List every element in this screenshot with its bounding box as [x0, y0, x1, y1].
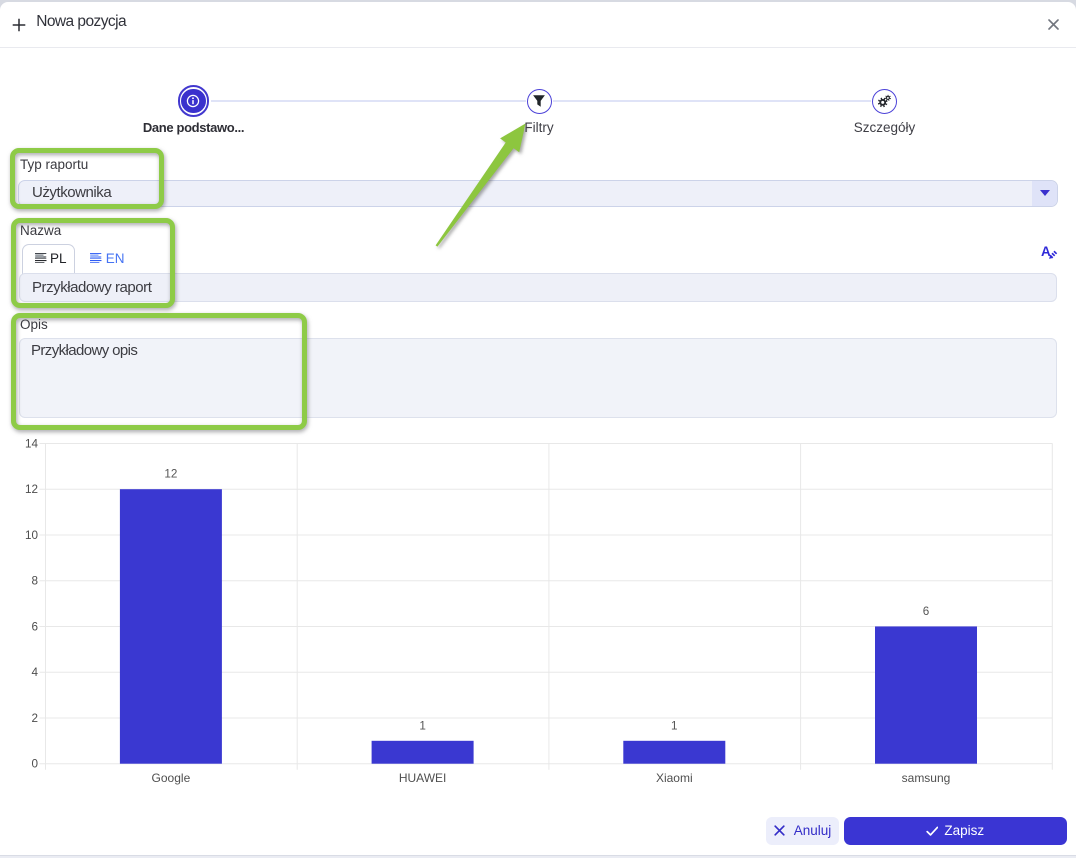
svg-text:1: 1: [671, 719, 678, 732]
svg-text:14: 14: [25, 438, 39, 451]
svg-text:Google: Google: [152, 771, 191, 785]
svg-text:Xiaomi: Xiaomi: [656, 771, 693, 785]
svg-text:12: 12: [25, 483, 38, 496]
svg-text:0: 0: [31, 758, 38, 771]
svg-text:6: 6: [923, 605, 930, 618]
svg-text:1: 1: [419, 719, 426, 732]
svg-text:4: 4: [31, 666, 38, 679]
svg-text:A: A: [1041, 244, 1051, 259]
svg-text:10: 10: [25, 529, 39, 542]
svg-text:HUAWEI: HUAWEI: [399, 771, 447, 785]
svg-text:2: 2: [31, 712, 38, 725]
svg-text:8: 8: [31, 575, 38, 588]
svg-text:12: 12: [164, 468, 177, 481]
svg-text:samsung: samsung: [902, 771, 951, 785]
svg-text:6: 6: [31, 620, 38, 633]
